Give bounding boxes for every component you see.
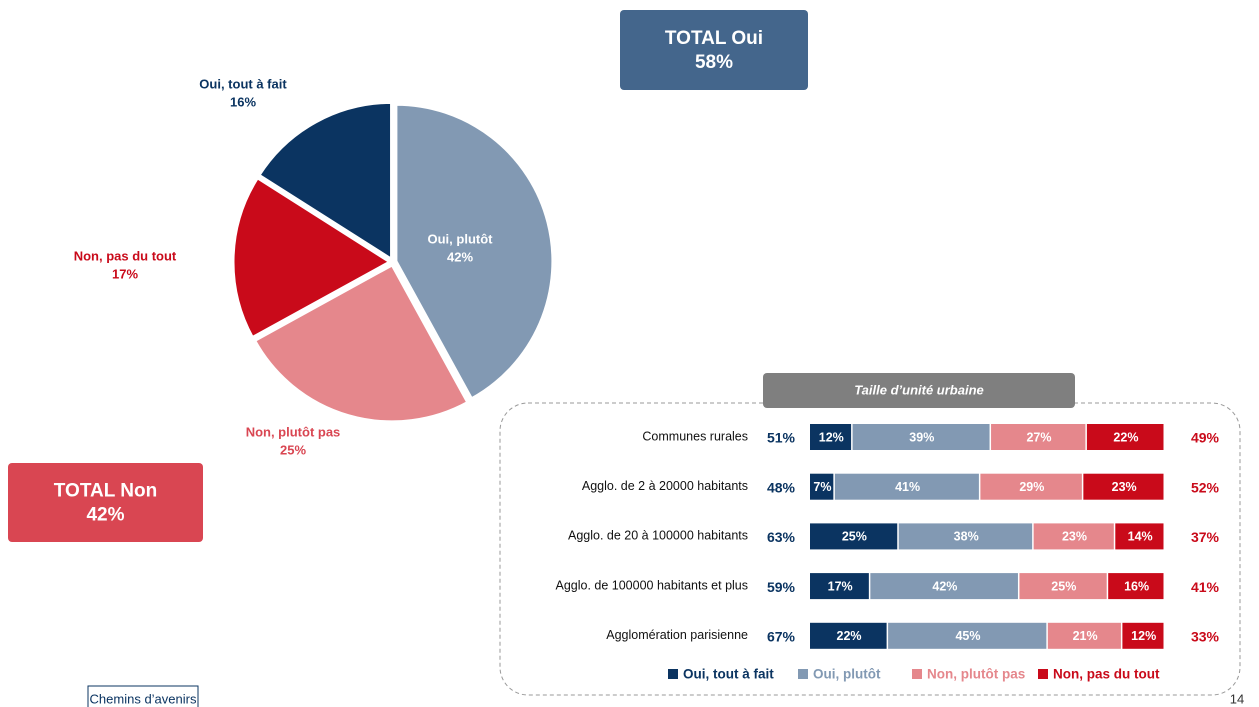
bar-label: 29% [1019,480,1044,494]
total-non: 52% [1191,479,1220,495]
bar-segment [1019,573,1107,600]
bar-label: 23% [1112,480,1137,494]
legend-swatch [1038,669,1048,679]
bar-label: 22% [1113,430,1138,444]
bar-label: 45% [955,629,980,643]
bar-label: 14% [1128,530,1153,544]
bar-label: 38% [954,530,979,544]
slice-value: 42% [447,249,473,264]
bar-segment [1115,523,1164,550]
slice-value: 17% [112,266,138,281]
category-label: Communes rurales [642,429,748,443]
bar-segment [888,622,1047,649]
bar-segment [1047,622,1121,649]
legend-label: Oui, tout à fait [683,667,774,682]
bar-segment [810,573,869,600]
bar-label: 25% [1051,579,1076,593]
total-oui: 63% [767,529,796,545]
subtitle-box [763,373,1075,408]
pie-slice [252,262,470,424]
total-non: 37% [1191,529,1220,545]
legend-label: Non, plutôt pas [927,667,1025,682]
total-title: TOTAL Non [54,481,157,502]
category-label: Agglo. de 20 à 100000 habitants [568,529,748,543]
bar-label: 16% [1124,579,1149,593]
bar-label: 22% [837,629,862,643]
legend-label: Oui, plutôt [813,667,881,682]
logo-box [87,685,199,707]
logo: Chemins d’avenirs [90,691,197,706]
bar-segment [870,573,1018,600]
total-oui: 67% [767,629,796,645]
bar-segment [810,523,898,550]
category-label: Agglo. de 100000 habitants et plus [555,578,748,592]
bar-label: 42% [932,579,957,593]
bar-segment [1083,473,1164,500]
legend-swatch [798,669,808,679]
bar-label: 27% [1026,430,1051,444]
bar-label: 39% [909,430,934,444]
slice-value: 25% [280,442,306,457]
total-oui: 51% [767,430,796,446]
bar-label: 7% [813,480,831,494]
total-title: TOTAL Oui [665,28,763,49]
pie-slice [231,175,393,340]
slice-label: Non, pas du tout [74,248,177,263]
slice-label: Oui, plutôt [428,231,494,246]
total-box [8,463,203,542]
total-value: 42% [86,505,124,526]
subtitle: Taille d’unité urbaine [854,382,984,397]
slice-value: 16% [230,94,256,109]
total-non: 33% [1191,629,1220,645]
total-oui: 59% [767,579,796,595]
bar-segment [980,473,1082,500]
bar-segment [898,523,1033,550]
legend-label: Non, pas du tout [1053,667,1160,682]
bar-segment [810,622,887,649]
bar-label: 41% [895,480,920,494]
total-box [620,10,808,90]
page-number: 14 [1230,691,1244,706]
bar-segment [810,473,834,500]
slice-label: Non, plutôt pas [246,424,341,439]
legend-swatch [668,669,678,679]
bar-label: 12% [1131,629,1156,643]
total-value: 58% [695,52,733,73]
pie-slice [394,102,555,401]
bar-label: 12% [819,430,844,444]
bar-label: 23% [1062,530,1087,544]
total-oui: 48% [767,479,796,495]
bar-label: 25% [842,530,867,544]
bar-segment [1122,622,1164,649]
category-label: Agglomération parisienne [606,628,748,642]
bar-segment [852,424,990,450]
bar-segment [991,424,1086,450]
bar-segment [1033,523,1114,550]
total-non: 41% [1191,579,1220,595]
category-label: Agglo. de 2 à 20000 habitants [582,479,748,493]
bar-label: 21% [1073,629,1098,643]
bar-segment [1108,573,1164,600]
bar-segment [810,424,852,450]
legend-swatch [912,669,922,679]
pie-slice [256,100,394,263]
bar-segment [834,473,979,500]
bar-label: 17% [828,579,853,593]
bar-segment [1086,424,1164,450]
total-non: 49% [1191,430,1220,446]
slice-label: Oui, tout à fait [199,76,287,91]
